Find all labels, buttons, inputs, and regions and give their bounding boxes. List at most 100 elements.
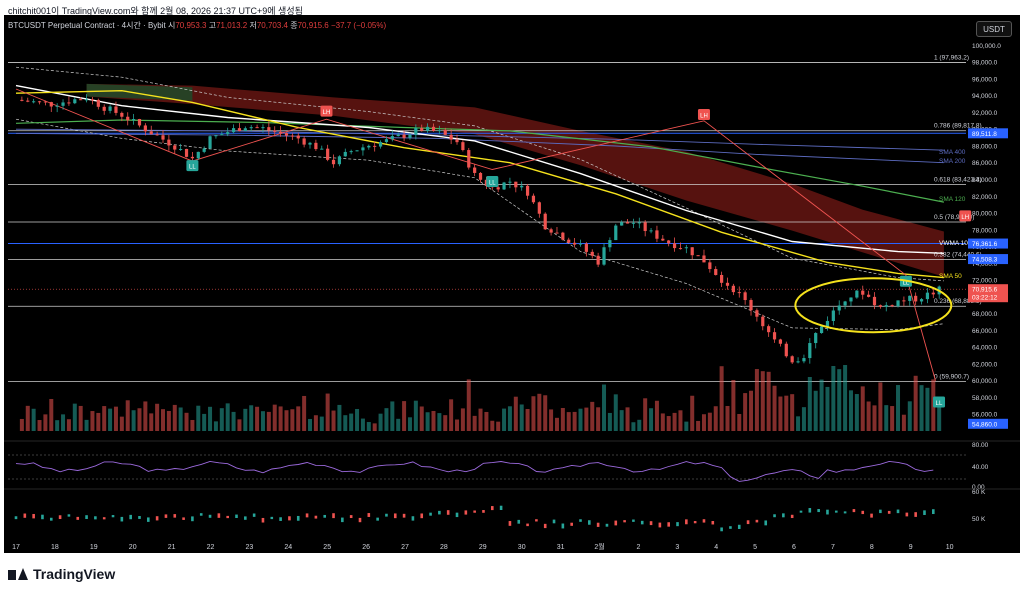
volume-bar bbox=[172, 404, 177, 431]
candle-body bbox=[284, 133, 289, 136]
structure-label: LH bbox=[961, 215, 969, 221]
osc-bar bbox=[561, 523, 565, 529]
osc-bar bbox=[349, 515, 353, 519]
structure-label: LL bbox=[903, 280, 910, 286]
osc-bar bbox=[164, 514, 168, 518]
candle-body bbox=[261, 127, 265, 129]
osc-bar bbox=[923, 510, 926, 515]
candle-body bbox=[249, 127, 253, 129]
volume-bar bbox=[754, 369, 759, 431]
y-tick-label: 64,000.0 bbox=[972, 345, 998, 352]
osc-bar bbox=[879, 509, 882, 514]
volume-bar bbox=[707, 412, 712, 431]
volume-bar bbox=[249, 405, 254, 431]
osc-bar bbox=[746, 520, 750, 525]
volume-bar bbox=[378, 413, 383, 431]
volume-bar bbox=[443, 415, 448, 431]
candle-body bbox=[925, 292, 930, 300]
candle-body bbox=[796, 361, 800, 363]
volume-bar bbox=[531, 396, 536, 431]
osc-bar bbox=[288, 516, 291, 521]
volume-bar bbox=[866, 401, 871, 431]
osc-bar bbox=[658, 522, 662, 528]
volume-bar bbox=[725, 405, 730, 431]
chart-panel[interactable]: 1 (97,963.2) 0.786 (89,817.8) 0.618 (83,42… bbox=[4, 15, 1020, 553]
x-tick-label: 28 bbox=[440, 544, 448, 551]
volume-bar bbox=[478, 408, 483, 431]
osc-bar bbox=[499, 505, 503, 511]
volume-bar bbox=[190, 419, 195, 431]
candle-body bbox=[408, 134, 412, 138]
osc-bar bbox=[596, 522, 600, 527]
volume-bar bbox=[519, 404, 524, 431]
fib-label: 0.382 (74,440.6) bbox=[934, 252, 982, 259]
volume-bar bbox=[402, 401, 407, 431]
osc-bar bbox=[782, 513, 785, 518]
candle-body bbox=[543, 213, 547, 230]
candle-body bbox=[314, 142, 318, 150]
osc-bar bbox=[526, 523, 529, 527]
volume-bar bbox=[396, 418, 401, 431]
open-value: 70,953.3 bbox=[175, 21, 207, 30]
candle-body bbox=[655, 230, 659, 239]
candle-body bbox=[590, 251, 594, 256]
volume-bar bbox=[213, 421, 218, 431]
high-label: 고 bbox=[208, 21, 217, 30]
x-tick-label: 31 bbox=[557, 544, 565, 551]
y-tick-label: 74,000.0 bbox=[972, 261, 998, 268]
osc-bar bbox=[138, 516, 141, 519]
x-tick-label: 22 bbox=[207, 544, 215, 551]
structure-label: LL bbox=[189, 165, 196, 171]
volume-bar bbox=[831, 366, 836, 431]
osc-bar bbox=[323, 514, 327, 518]
volume-bar bbox=[913, 375, 918, 431]
y-tick-label: 86,000.0 bbox=[972, 160, 998, 167]
volume-bar bbox=[231, 411, 236, 431]
volume-bar bbox=[896, 385, 901, 431]
osc-bar bbox=[579, 519, 582, 522]
candle-body bbox=[643, 222, 647, 232]
currency-button[interactable]: USDT bbox=[976, 21, 1012, 37]
rsi-axis-label: 40.00 bbox=[972, 464, 989, 471]
osc-bar bbox=[217, 513, 221, 518]
volume-bar bbox=[255, 406, 260, 431]
candle-body bbox=[761, 316, 765, 327]
volume-bar bbox=[901, 414, 906, 431]
candle-body bbox=[772, 332, 777, 340]
candle-body bbox=[714, 269, 718, 275]
blue-sma200-line bbox=[15, 132, 944, 164]
volume-bar bbox=[296, 406, 301, 431]
symbol-info: BTCUSDT Perpetual Contract · 4시간 · Bybit… bbox=[8, 20, 386, 31]
candle-body bbox=[337, 156, 342, 165]
x-tick-label: 2월 bbox=[594, 542, 604, 551]
candle-body bbox=[73, 99, 77, 104]
candle-body bbox=[149, 131, 153, 135]
volume-bar bbox=[125, 400, 130, 431]
x-tick-label: 8 bbox=[870, 544, 874, 551]
osc-bar bbox=[314, 515, 318, 519]
volume-bar bbox=[131, 410, 136, 431]
osc-bar bbox=[438, 510, 441, 515]
osc-bar bbox=[490, 506, 494, 511]
x-tick-label: 26 bbox=[362, 544, 370, 551]
fib-label: 0.618 (83,423.3) bbox=[934, 176, 982, 183]
y-tick-label: 96,000.0 bbox=[972, 76, 998, 83]
price-chart[interactable]: 1 (97,963.2) 0.786 (89,817.8) 0.618 (83,42… bbox=[4, 15, 1020, 553]
ma-label: SMA 400 bbox=[939, 149, 966, 156]
candle-body bbox=[725, 282, 730, 286]
volume-bar bbox=[455, 419, 460, 431]
candle-body bbox=[273, 130, 277, 132]
volume-bar bbox=[507, 406, 512, 431]
cloud-area bbox=[86, 83, 944, 277]
candle-body bbox=[814, 333, 818, 344]
last-price-countdown: 03:22:12 bbox=[972, 295, 998, 302]
volume-bar bbox=[349, 413, 354, 431]
osc-bar bbox=[367, 513, 371, 517]
osc-bar bbox=[376, 517, 379, 521]
osc-bar bbox=[535, 519, 538, 522]
volume-bar bbox=[19, 418, 24, 431]
candles bbox=[20, 94, 941, 365]
structure-badge bbox=[697, 108, 710, 120]
osc-bar bbox=[420, 513, 424, 519]
candle-body bbox=[843, 301, 847, 306]
